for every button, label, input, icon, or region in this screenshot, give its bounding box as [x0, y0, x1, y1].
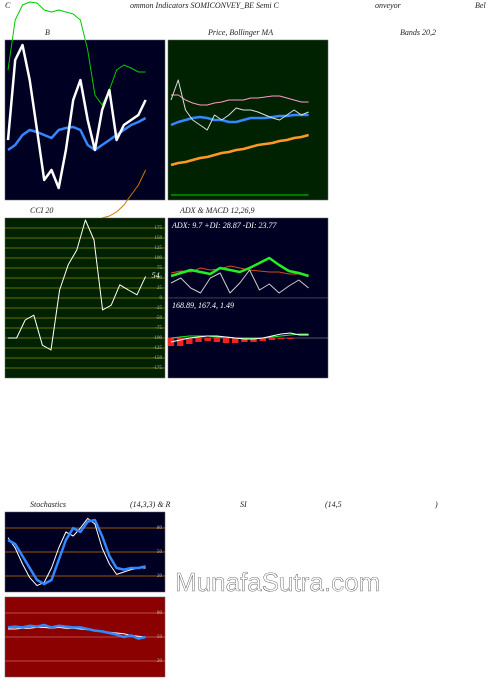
y-tick-label: -100	[153, 336, 163, 341]
y-tick-label: 150	[155, 236, 163, 241]
series-line	[101, 169, 147, 219]
histogram-bar	[176, 338, 184, 346]
y-tick-label: 50	[157, 635, 163, 640]
chart-title: )	[434, 500, 438, 509]
y-tick-label: -50	[155, 316, 162, 321]
header-part: ommon Indicators SOMICONVEY_BE Semi C	[130, 1, 280, 10]
y-tick-label: 50	[157, 550, 163, 555]
y-tick-label: -75	[155, 326, 162, 331]
y-tick-label: 125	[155, 246, 163, 251]
chart-title: ADX & MACD 12,26,9	[179, 206, 254, 215]
panel-background	[167, 217, 329, 299]
histogram-bar	[213, 338, 221, 342]
series-line	[171, 94, 309, 106]
panel-background	[4, 39, 166, 201]
series-line	[7, 1, 146, 106]
chart-title: B	[45, 28, 50, 37]
y-tick-label: 175	[155, 226, 163, 231]
y-tick-label: -150	[153, 356, 163, 361]
series-line	[170, 332, 309, 343]
series-line	[8, 219, 147, 351]
y-tick-label: -125	[153, 346, 163, 351]
chart-title: Bands 20,2	[400, 28, 436, 37]
value-label: 54	[152, 271, 160, 280]
panel-annotation: 168.89, 167.4, 1.49	[172, 301, 234, 310]
header-part: C	[5, 1, 11, 10]
series-line	[7, 517, 146, 587]
y-tick-label: -175	[153, 366, 163, 371]
y-tick-label: 100	[155, 256, 163, 261]
histogram-bar	[259, 338, 266, 341]
histogram-bar	[277, 338, 285, 339]
chart-title: CCI 20	[30, 206, 53, 215]
histogram-bar	[195, 338, 202, 342]
chart-title: Stochastics	[30, 500, 66, 509]
series-line	[7, 623, 146, 640]
y-tick-label: 80	[157, 526, 163, 531]
series-line	[7, 116, 147, 152]
y-tick-label: 75	[157, 266, 163, 271]
histogram-bar	[222, 338, 230, 343]
series-line	[7, 518, 146, 586]
series-line	[170, 133, 309, 167]
series-line	[6, 43, 147, 190]
histogram-bar	[250, 338, 257, 342]
header-part: Bel	[475, 1, 486, 10]
watermark: MunafaSutra.com	[175, 567, 380, 597]
y-tick-label: -25	[155, 306, 162, 311]
y-tick-label: 20	[157, 574, 163, 579]
y-tick-label: 50	[157, 276, 163, 281]
series-line	[170, 269, 309, 294]
y-tick-label: 25	[157, 286, 163, 291]
histogram-bar	[287, 338, 294, 339]
y-tick-label: 80	[157, 611, 163, 616]
chart-title: (14,3,3) & R	[130, 500, 171, 509]
y-tick-label: 0	[160, 296, 163, 301]
header-part: onveyor	[375, 1, 402, 10]
series-line	[170, 256, 309, 278]
histogram-bar	[232, 338, 239, 343]
histogram-bar	[204, 338, 211, 341]
panel-annotation: ADX: 9.7 +DI: 28.87 -DI: 23.77	[171, 221, 277, 230]
y-tick-label: 20	[157, 659, 163, 664]
histogram-bar	[268, 338, 276, 340]
histogram-bar	[186, 338, 193, 344]
histogram-bar	[241, 338, 248, 342]
chart-title: SI	[240, 500, 247, 509]
series-line	[170, 79, 309, 131]
chart-title: (14,5	[325, 500, 342, 509]
chart-title: Price, Bollinger MA	[207, 28, 273, 37]
